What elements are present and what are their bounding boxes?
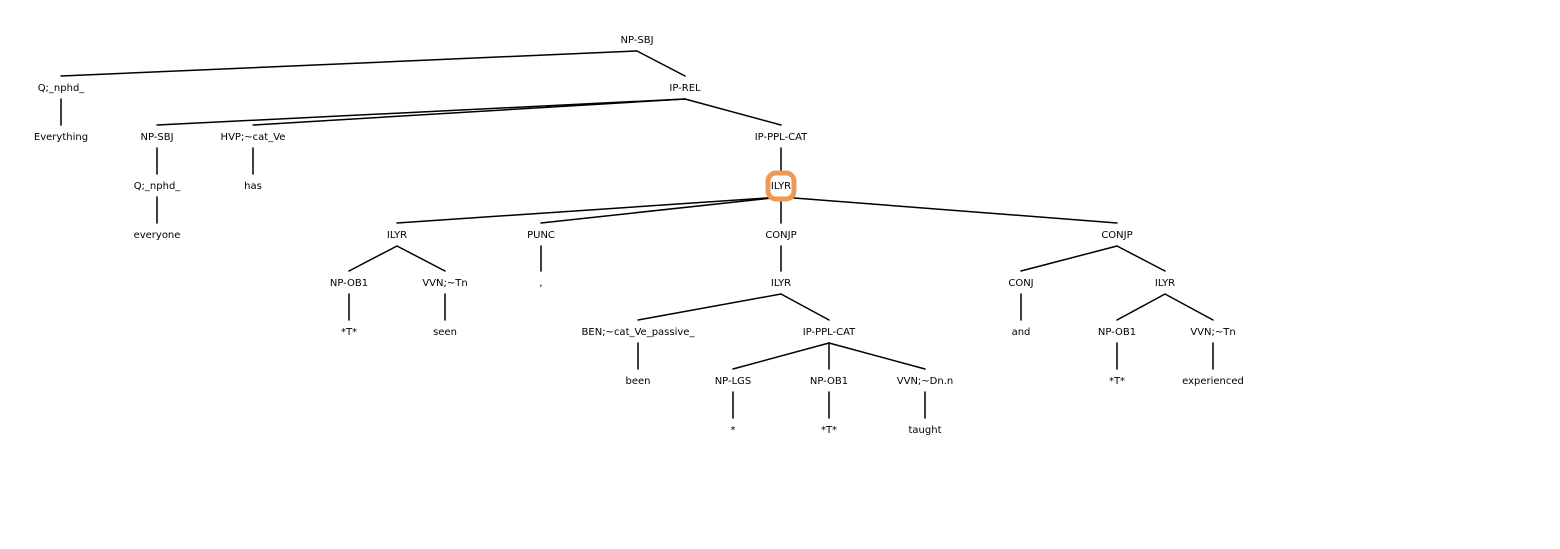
- tree-edge-ip-rel-to-hvp-cat-ve: [252, 98, 686, 126]
- tree-edge-ip-ppl-cat-to-vvn-dn-n: [828, 342, 926, 370]
- tree-leaf-taught[interactable]: taught: [909, 425, 942, 436]
- tree-edge-ip-rel-to-ip-ppl-cat: [684, 98, 782, 126]
- tree-node-ben-cat-ve-passive[interactable]: BEN;~cat_Ve_passive_: [582, 327, 696, 338]
- tree-leaf-punct[interactable]: *: [731, 425, 736, 436]
- tree-node-np-sbj[interactable]: NP-SBJ: [140, 132, 173, 143]
- tree-leaf-everything[interactable]: Everything: [34, 132, 88, 143]
- tree-node-q-nphd[interactable]: Q;_nphd_: [38, 83, 86, 94]
- tree-edge-ilyr-to-ben-cat-ve-passive: [637, 293, 782, 321]
- tree-node-np-sbj[interactable]: NP-SBJ: [620, 35, 653, 46]
- tree-node-hvp-cat-ve[interactable]: HVP;~cat_Ve: [221, 132, 286, 143]
- tree-node-conj[interactable]: CONJ: [1008, 278, 1033, 289]
- tree-edge-ip-rel-to-np-sbj: [156, 98, 686, 126]
- tree-leaf-has[interactable]: has: [244, 181, 262, 192]
- tree-edge-ilyr-to-conjp: [780, 196, 1118, 224]
- tree-edge-ilyr-to-np-ob1: [348, 245, 398, 272]
- tree-edge-ilyr-to-vvn-tn: [1164, 293, 1214, 321]
- tree-edge-np-sbj-to-ip-rel: [636, 50, 686, 77]
- tree-node-ip-ppl-cat[interactable]: IP-PPL-CAT: [755, 132, 808, 143]
- tree-node-vvn-tn[interactable]: VVN;~Tn: [422, 278, 467, 289]
- tree-node-np-ob1[interactable]: NP-OB1: [1098, 327, 1136, 338]
- tree-node-q-nphd[interactable]: Q;_nphd_: [134, 181, 182, 192]
- selected-node-highlight: [765, 170, 797, 202]
- tree-node-np-lgs[interactable]: NP-LGS: [715, 376, 752, 387]
- tree-node-conjp[interactable]: CONJP: [1101, 230, 1132, 241]
- tree-leaf-seen[interactable]: seen: [433, 327, 457, 338]
- tree-node-ilyr[interactable]: ILYR: [771, 181, 791, 192]
- tree-node-ilyr[interactable]: ILYR: [1155, 278, 1175, 289]
- edge-layer: [60, 50, 1214, 419]
- tree-node-ip-rel[interactable]: IP-REL: [669, 83, 701, 94]
- tree-edge-ilyr-to-np-ob1: [1116, 293, 1166, 321]
- tree-leaf-been[interactable]: been: [626, 376, 651, 387]
- label-layer: NP-SBJ Q;_nphd_ Everything IP-REL NP-SBJ Q;_n…: [34, 35, 1244, 436]
- tree-node-np-ob1[interactable]: NP-OB1: [330, 278, 368, 289]
- tree-edge-ilyr-to-punc: [540, 196, 782, 224]
- tree-node-ip-ppl-cat[interactable]: IP-PPL-CAT: [803, 327, 856, 338]
- tree-edge-np-sbj-to-q-nphd: [60, 50, 638, 77]
- tree-edge-conjp-to-conj: [1020, 245, 1118, 272]
- tree-node-ilyr[interactable]: ILYR: [387, 230, 407, 241]
- tree-edge-ilyr-to-ilyr: [396, 196, 782, 224]
- tree-edge-ilyr-to-ip-ppl-cat: [780, 293, 830, 321]
- tree-node-punc[interactable]: PUNC: [527, 230, 555, 241]
- tree-node-vvn-tn[interactable]: VVN;~Tn: [1190, 327, 1235, 338]
- tree-node-vvn-dn-n[interactable]: VVN;~Dn.n: [897, 376, 953, 387]
- tree-leaf-experienced[interactable]: experienced: [1182, 376, 1244, 387]
- tree-node-np-ob1[interactable]: NP-OB1: [810, 376, 848, 387]
- tree-edge-ip-ppl-cat-to-np-lgs: [732, 342, 830, 370]
- tree-leaf-everyone[interactable]: everyone: [134, 230, 181, 241]
- tree-edge-conjp-to-ilyr: [1116, 245, 1166, 272]
- tree-leaf-punct[interactable]: ,: [539, 278, 542, 289]
- tree-leaf-t[interactable]: *T*: [1109, 376, 1125, 387]
- tree-leaf-and[interactable]: and: [1012, 327, 1031, 338]
- highlight-layer: [765, 170, 797, 202]
- tree-node-ilyr[interactable]: ILYR: [771, 278, 791, 289]
- tree-leaf-t[interactable]: *T*: [341, 327, 357, 338]
- tree-leaf-t[interactable]: *T*: [821, 425, 837, 436]
- tree-node-conjp[interactable]: CONJP: [765, 230, 796, 241]
- tree-edge-ilyr-to-vvn-tn: [396, 245, 446, 272]
